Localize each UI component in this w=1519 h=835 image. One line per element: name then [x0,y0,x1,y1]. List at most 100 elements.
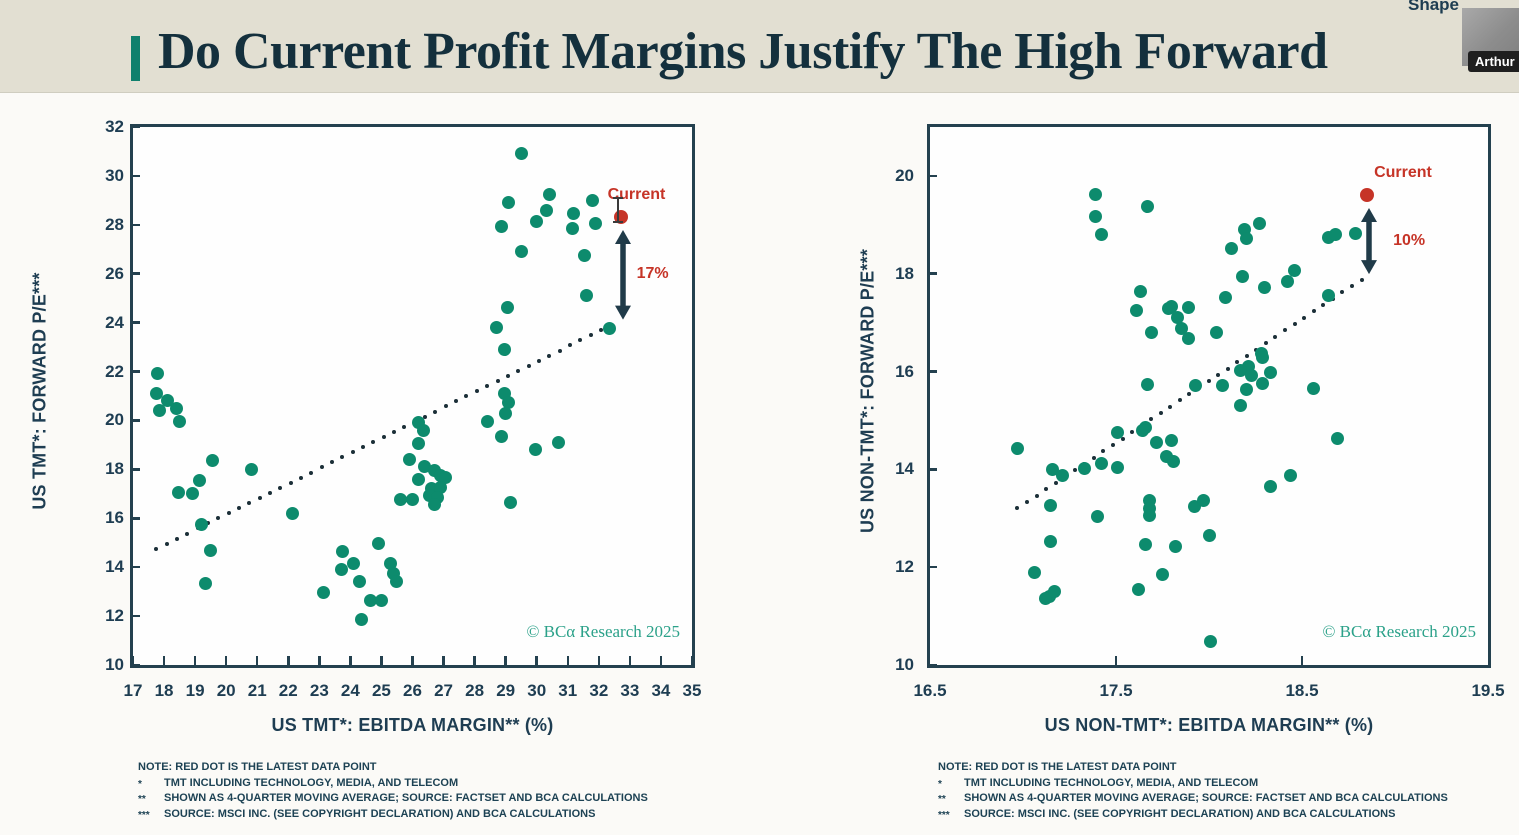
y-tick-mark [930,272,937,275]
bca-watermark: © BCα Research 2025 [1322,622,1476,641]
data-point [514,147,528,161]
x-tick-label: 32 [589,681,609,700]
x-tick-mark [318,656,321,665]
footnote-marker: * [138,778,142,790]
footnote-text: NOTE: RED DOT IS THE LATEST DATA POINT [938,761,1177,773]
data-point [1321,289,1335,303]
x-tick-mark [224,656,228,665]
title-band [0,0,1519,93]
data-point [499,406,513,420]
current-label: Current [607,186,666,204]
data-point [494,219,508,233]
trendline-dot [309,470,314,475]
y-tick-mark [133,468,140,471]
data-point [1263,480,1277,494]
data-point [149,387,163,401]
trendline-dot [464,394,469,399]
data-point [528,443,542,457]
trendline-dot [1311,309,1316,314]
data-point [565,221,579,235]
trendline-dot [578,338,583,343]
data-point [433,481,447,495]
trendline-dot [361,445,366,450]
trendline-dot [268,490,273,495]
data-point [374,593,388,607]
data-point [171,486,185,500]
trendline-dot [1302,315,1307,320]
trendline-dot [1206,379,1211,384]
data-point [406,493,419,507]
x-tick-label: 20 [216,681,236,700]
data-point [539,203,553,217]
y-tick-label: 32 [105,117,124,136]
trendline-dot [454,399,459,404]
page-title: Do Current Profit Margins Justify The Hi… [158,23,1328,80]
x-tick-label: 19 [185,681,205,700]
data-point [1204,635,1218,649]
trendline-dot [288,480,293,485]
y-tick-label: 20 [105,410,124,430]
trendline-dot [1225,366,1230,371]
y-tick-label: 26 [105,263,124,283]
y-tick-mark [133,223,140,227]
x-tick-label: 28 [465,681,485,700]
data-point [1027,566,1041,580]
trendline-dot [1034,493,1039,498]
trendline-dot [557,348,562,353]
data-point [173,415,187,429]
trendline-dot [340,455,345,460]
trendline-dot [330,460,335,465]
y-tick-mark [133,663,140,667]
y-tick-mark [133,419,140,422]
data-point [354,613,368,627]
data-point [390,575,404,589]
data-point [1245,368,1259,382]
x-tick-mark [411,656,414,665]
footnote-text: SHOWN AS 4-QUARTER MOVING AVERAGE; SOURC… [964,792,1448,804]
data-point [1284,468,1298,482]
data-point [1094,228,1108,242]
data-point [193,473,207,487]
y-tick-label: 10 [895,655,914,674]
data-point [402,453,416,467]
trendline-dot [1168,404,1173,409]
x-tick-label: 18.5 [1285,681,1319,700]
data-point [1010,441,1024,455]
x-tick-label: 23 [309,681,329,700]
data-point [346,557,360,570]
footnote-row: NOTE: RED DOT IS THE LATEST DATA POINT [938,760,1519,776]
data-point [317,586,331,600]
trendline-dot [299,475,304,480]
trendline-dot [226,511,231,516]
data-point [551,435,565,449]
trendline-dot [1130,430,1135,435]
gap-percentage-label: 10% [1393,231,1426,249]
trendline-dot [567,343,572,348]
data-point [152,404,166,418]
data-point [1256,377,1270,391]
gap-arrow [1358,208,1380,275]
x-tick-mark [504,656,507,665]
data-point [371,537,385,551]
current-data-point [1360,188,1375,203]
y-tick-mark [930,565,937,569]
data-point [480,415,494,429]
trendline-dot [1321,303,1326,308]
data-point [1263,365,1277,379]
trendline-dot [1292,322,1297,327]
data-point [1196,493,1210,507]
data-point [205,454,219,468]
footnote-row: ** SHOWN AS 4-QUARTER MOVING AVERAGE; SOU… [138,791,778,807]
data-point [427,498,441,512]
data-point [1189,379,1203,393]
data-point [1256,351,1270,365]
x-tick-mark [380,656,383,665]
data-point [1077,461,1091,475]
data-point [514,245,528,259]
x-tick-label: 27 [434,681,453,700]
data-point [1235,270,1249,284]
trendline-dot [474,389,479,394]
x-tick-label: 17 [123,681,143,700]
x-tick-label: 34 [651,681,671,700]
